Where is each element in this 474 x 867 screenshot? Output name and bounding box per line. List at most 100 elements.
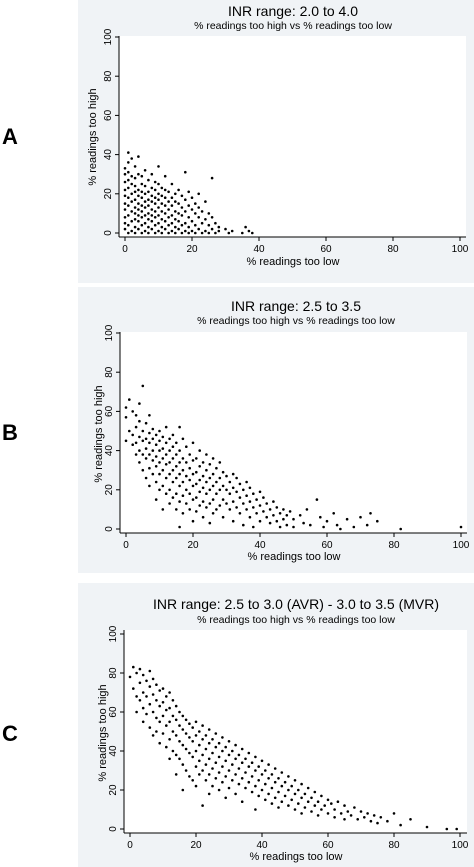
chart-c-point xyxy=(158,704,161,708)
chart-a-point xyxy=(187,231,190,235)
chart-a-point xyxy=(214,231,217,235)
chart-b-point xyxy=(325,519,329,523)
chart-b-point xyxy=(208,521,212,525)
chart-a-point xyxy=(207,212,211,215)
chart-a-point xyxy=(157,198,160,201)
chart-a-point xyxy=(127,214,130,217)
chart-c-point xyxy=(207,728,211,731)
chart-c-point xyxy=(237,753,241,757)
chart-a-point xyxy=(140,223,144,227)
chart-b-point xyxy=(201,486,205,490)
chart-b-point xyxy=(154,433,158,437)
chart-b-point xyxy=(298,514,302,517)
chart-b-point xyxy=(144,437,148,441)
chart-a-point xyxy=(127,186,130,190)
chart-b-point xyxy=(164,453,168,456)
chart-a-point xyxy=(174,192,177,196)
chart-c-point xyxy=(135,695,138,698)
chart-c-point xyxy=(201,753,204,757)
chart-c-point xyxy=(336,800,340,803)
chart-b-point xyxy=(141,384,145,388)
chart-c-point xyxy=(234,773,237,776)
chart-c-point xyxy=(254,784,257,788)
chart-b-point xyxy=(175,465,178,468)
chart-b-point xyxy=(231,500,235,503)
chart-b-point xyxy=(302,521,305,525)
chart-b-point xyxy=(148,414,151,417)
chart-c-point xyxy=(227,753,231,757)
chart-b-point xyxy=(201,461,205,464)
chart-b-point xyxy=(175,441,178,445)
chart-c-point xyxy=(310,796,313,800)
chart-b-point xyxy=(248,500,252,503)
chart-c-point xyxy=(313,804,317,807)
chart-c-point xyxy=(155,716,158,720)
chart-b-point xyxy=(215,492,218,496)
chart-c-point xyxy=(188,736,191,739)
chart-b-point xyxy=(245,508,248,511)
chart-a-point xyxy=(127,161,130,164)
chart-b-point xyxy=(255,512,258,515)
chart-a-xtick-label: 60 xyxy=(320,244,332,255)
chart-c-point xyxy=(165,695,168,698)
chart-b-point xyxy=(168,461,171,464)
chart-c-point xyxy=(227,786,231,790)
chart-c-point xyxy=(174,718,178,722)
chart-a-point xyxy=(163,204,167,207)
chart-a-point xyxy=(150,186,154,190)
chart-b-xtick-label: 20 xyxy=(187,540,199,551)
chart-a-ytick-label: 40 xyxy=(103,149,114,161)
chart-c-point xyxy=(221,736,224,739)
chart-c-point xyxy=(326,798,330,802)
chart-b-point xyxy=(211,484,215,488)
chart-c-point xyxy=(392,812,396,815)
chart-b-point xyxy=(225,488,228,492)
chart-b-point xyxy=(128,429,131,433)
chart-b-point xyxy=(124,439,128,443)
chart-b-point xyxy=(221,498,225,501)
chart-a-point xyxy=(133,218,137,221)
chart-c-point xyxy=(211,784,214,788)
chart-a-point xyxy=(147,212,150,215)
chart-a-point xyxy=(127,178,130,182)
chart-a-plot-area xyxy=(119,36,466,237)
chart-a-point xyxy=(194,202,197,205)
chart-b-ytick-label: 80 xyxy=(104,366,115,378)
chart-c-point xyxy=(244,757,247,761)
chart-c-point xyxy=(250,790,254,794)
chart-c-point xyxy=(158,689,161,692)
chart-a-point xyxy=(153,180,157,184)
chart-b-point xyxy=(175,492,178,496)
chart-c-point xyxy=(264,769,267,772)
chart-c-point xyxy=(214,745,218,749)
chart-b-point xyxy=(191,498,195,501)
chart-c-point xyxy=(379,816,383,819)
chart-c-point xyxy=(260,788,264,792)
chart-c-point xyxy=(240,800,244,803)
chart-a-point xyxy=(163,212,167,215)
chart-c-point xyxy=(184,769,188,772)
chart-b-point xyxy=(168,502,171,505)
chart-b-xtick-label: 60 xyxy=(321,540,333,551)
chart-b-point xyxy=(275,506,279,509)
chart-b-point xyxy=(144,447,148,450)
chart-a-point xyxy=(167,223,170,227)
chart-c-point xyxy=(184,718,188,722)
chart-c-point xyxy=(349,814,353,817)
chart-c-point xyxy=(148,702,152,706)
chart-b-point xyxy=(158,472,161,476)
chart-c-point xyxy=(270,802,274,805)
chart-b-point xyxy=(248,515,252,519)
chart-b-point xyxy=(231,472,235,476)
chart-c-point xyxy=(257,794,261,798)
chart-c-point xyxy=(254,755,257,759)
chart-a-point xyxy=(127,196,130,199)
chart-a-point xyxy=(133,184,137,188)
chart-b-point xyxy=(134,425,138,429)
chart-b-point xyxy=(278,525,282,529)
chart-a-ytick-label: 80 xyxy=(103,70,114,82)
chart-b-point xyxy=(158,449,161,452)
chart-a-point xyxy=(224,227,227,231)
chart-b-point xyxy=(211,472,215,476)
